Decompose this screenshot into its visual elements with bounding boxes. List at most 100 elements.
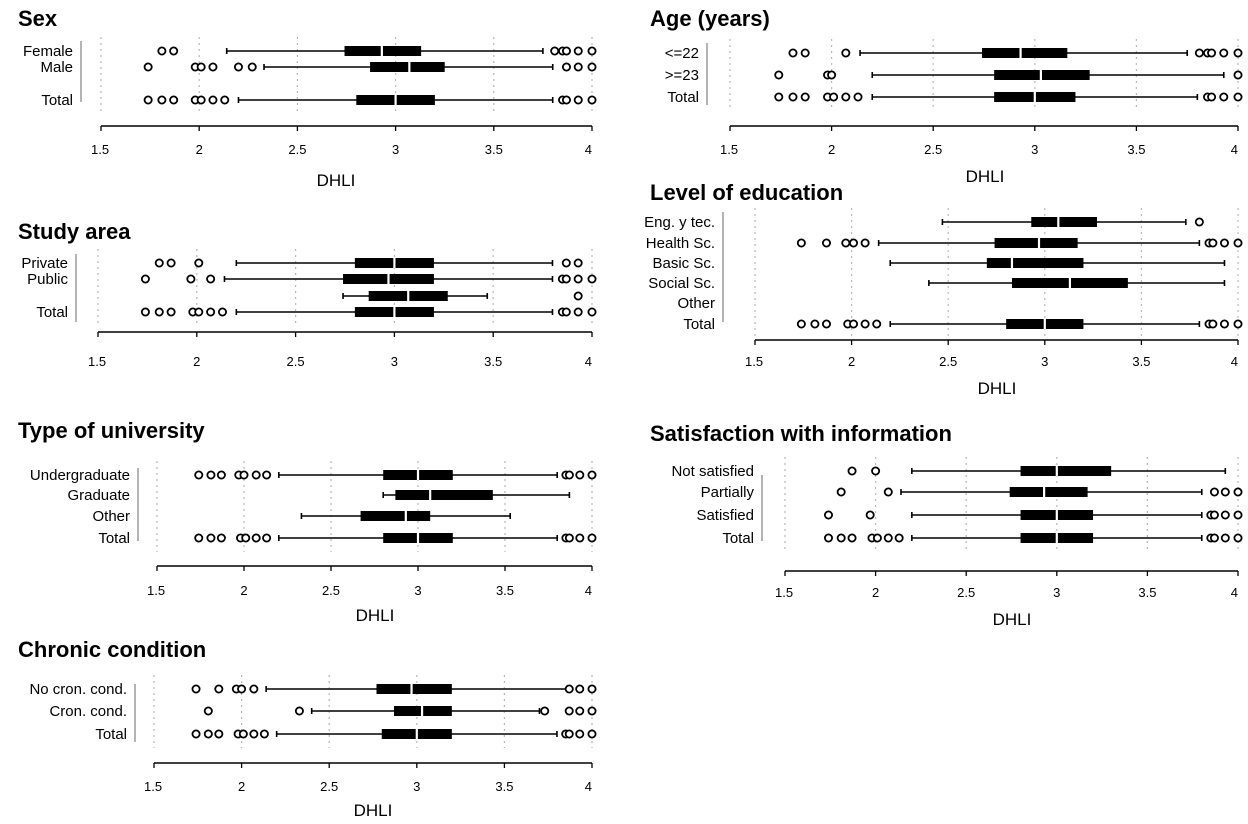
outlier-point — [186, 274, 196, 284]
x-tick-label: 3 — [1031, 142, 1038, 157]
x-axis-title: DHLI — [354, 801, 393, 820]
outlier-point — [214, 684, 224, 694]
x-axis-title: DHLI — [356, 606, 395, 625]
box-row: Private — [21, 255, 583, 272]
outlier-point — [564, 729, 574, 739]
iqr-box — [1009, 487, 1088, 497]
box-row: Total — [98, 530, 597, 547]
outlier-point — [294, 706, 304, 716]
category-label: Female — [23, 43, 73, 60]
x-tick-label: 3.5 — [1138, 585, 1156, 600]
x-tick-label: 3 — [413, 779, 420, 794]
outlier-point — [774, 70, 784, 80]
outlier-point — [788, 92, 798, 102]
category-label: Private — [21, 255, 68, 272]
outlier-point — [1219, 319, 1229, 329]
outlier-point — [540, 706, 550, 716]
x-tick-label: 3 — [391, 354, 398, 369]
outlier-point — [847, 533, 857, 543]
outlier-point — [587, 533, 597, 543]
outlier-point — [575, 706, 585, 716]
outlier-point — [154, 258, 164, 268]
outlier-point — [836, 533, 846, 543]
category-label: Cron. cond. — [49, 703, 127, 720]
outlier-point — [860, 319, 870, 329]
outlier-point — [1219, 48, 1229, 58]
box-row: No cron. cond. — [29, 681, 597, 698]
outlier-point — [587, 307, 597, 317]
outlier-point — [872, 533, 882, 543]
outlier-point — [564, 684, 574, 694]
panel-satisfaction: Satisfaction with information Not satisfi… — [650, 421, 1243, 629]
outlier-point — [1209, 510, 1219, 520]
outlier-point — [575, 533, 585, 543]
outlier-point — [796, 238, 806, 248]
outlier-point — [573, 291, 583, 301]
outlier-point — [1208, 319, 1218, 329]
outlier-point — [1233, 319, 1243, 329]
outlier-point — [216, 470, 226, 480]
outlier-point — [587, 46, 597, 56]
x-tick-label: 3.5 — [496, 583, 514, 598]
outlier-point — [561, 274, 571, 284]
outlier-point — [1233, 92, 1243, 102]
x-tick-label: 2 — [848, 354, 855, 369]
box-row: Total — [41, 92, 597, 109]
outlier-point — [143, 62, 153, 72]
outlier-point — [1233, 487, 1243, 497]
outlier-point — [206, 274, 216, 284]
outlier-point — [561, 62, 571, 72]
outlier-point — [823, 533, 833, 543]
outlier-point — [1233, 533, 1243, 543]
outlier-point — [206, 307, 216, 317]
x-tick-label: 3 — [392, 142, 399, 157]
x-axis-title: DHLI — [978, 379, 1017, 398]
outlier-point — [865, 510, 875, 520]
panel-university: Type of university Undergraduate Graduate O… — [18, 418, 597, 625]
outlier-point — [1209, 533, 1219, 543]
x-tick-label: 4 — [1231, 142, 1238, 157]
outlier-point — [194, 470, 204, 480]
outlier-point — [849, 238, 859, 248]
outlier-point — [587, 470, 597, 480]
iqr-box — [986, 258, 1084, 268]
outlier-point — [1207, 48, 1217, 58]
outlier-point — [1194, 48, 1204, 58]
outlier-point — [194, 533, 204, 543]
outlier-point — [208, 62, 218, 72]
box-row: Graduate — [67, 487, 571, 504]
outlier-point — [796, 319, 806, 329]
outlier-point — [564, 470, 574, 480]
outlier-point — [1220, 533, 1230, 543]
x-tick-label: 2.5 — [320, 779, 338, 794]
panel-title: Type of university — [18, 418, 205, 443]
iqr-box — [360, 511, 431, 521]
category-label: Satisfied — [696, 507, 754, 524]
x-axis-title: DHLI — [317, 171, 356, 190]
outlier-point — [561, 46, 571, 56]
outlier-point — [1220, 510, 1230, 520]
outlier-point — [883, 533, 893, 543]
outlier-point — [847, 466, 857, 476]
category-label: Health Sc. — [646, 235, 715, 252]
x-tick-label: 1.5 — [745, 354, 763, 369]
outlier-point — [196, 95, 206, 105]
outlier-point — [206, 533, 216, 543]
outlier-point — [1208, 238, 1218, 248]
category-label: Graduate — [67, 487, 130, 504]
outlier-point — [836, 487, 846, 497]
x-tick-label: 4 — [585, 142, 592, 157]
outlier-point — [827, 70, 837, 80]
outlier-point — [249, 684, 259, 694]
outlier-point — [561, 258, 571, 268]
outlier-point — [216, 533, 226, 543]
outlier-point — [196, 62, 206, 72]
category-label: Total — [36, 304, 68, 321]
outlier-point — [157, 46, 167, 56]
box-row: Other — [677, 295, 715, 312]
category-label: Total — [683, 316, 715, 333]
box-row: Partially — [701, 484, 1243, 501]
outlier-point — [247, 62, 257, 72]
panel-education: Level of education Eng. y tec. Health Sc. B… — [644, 180, 1243, 398]
outlier-point — [821, 319, 831, 329]
